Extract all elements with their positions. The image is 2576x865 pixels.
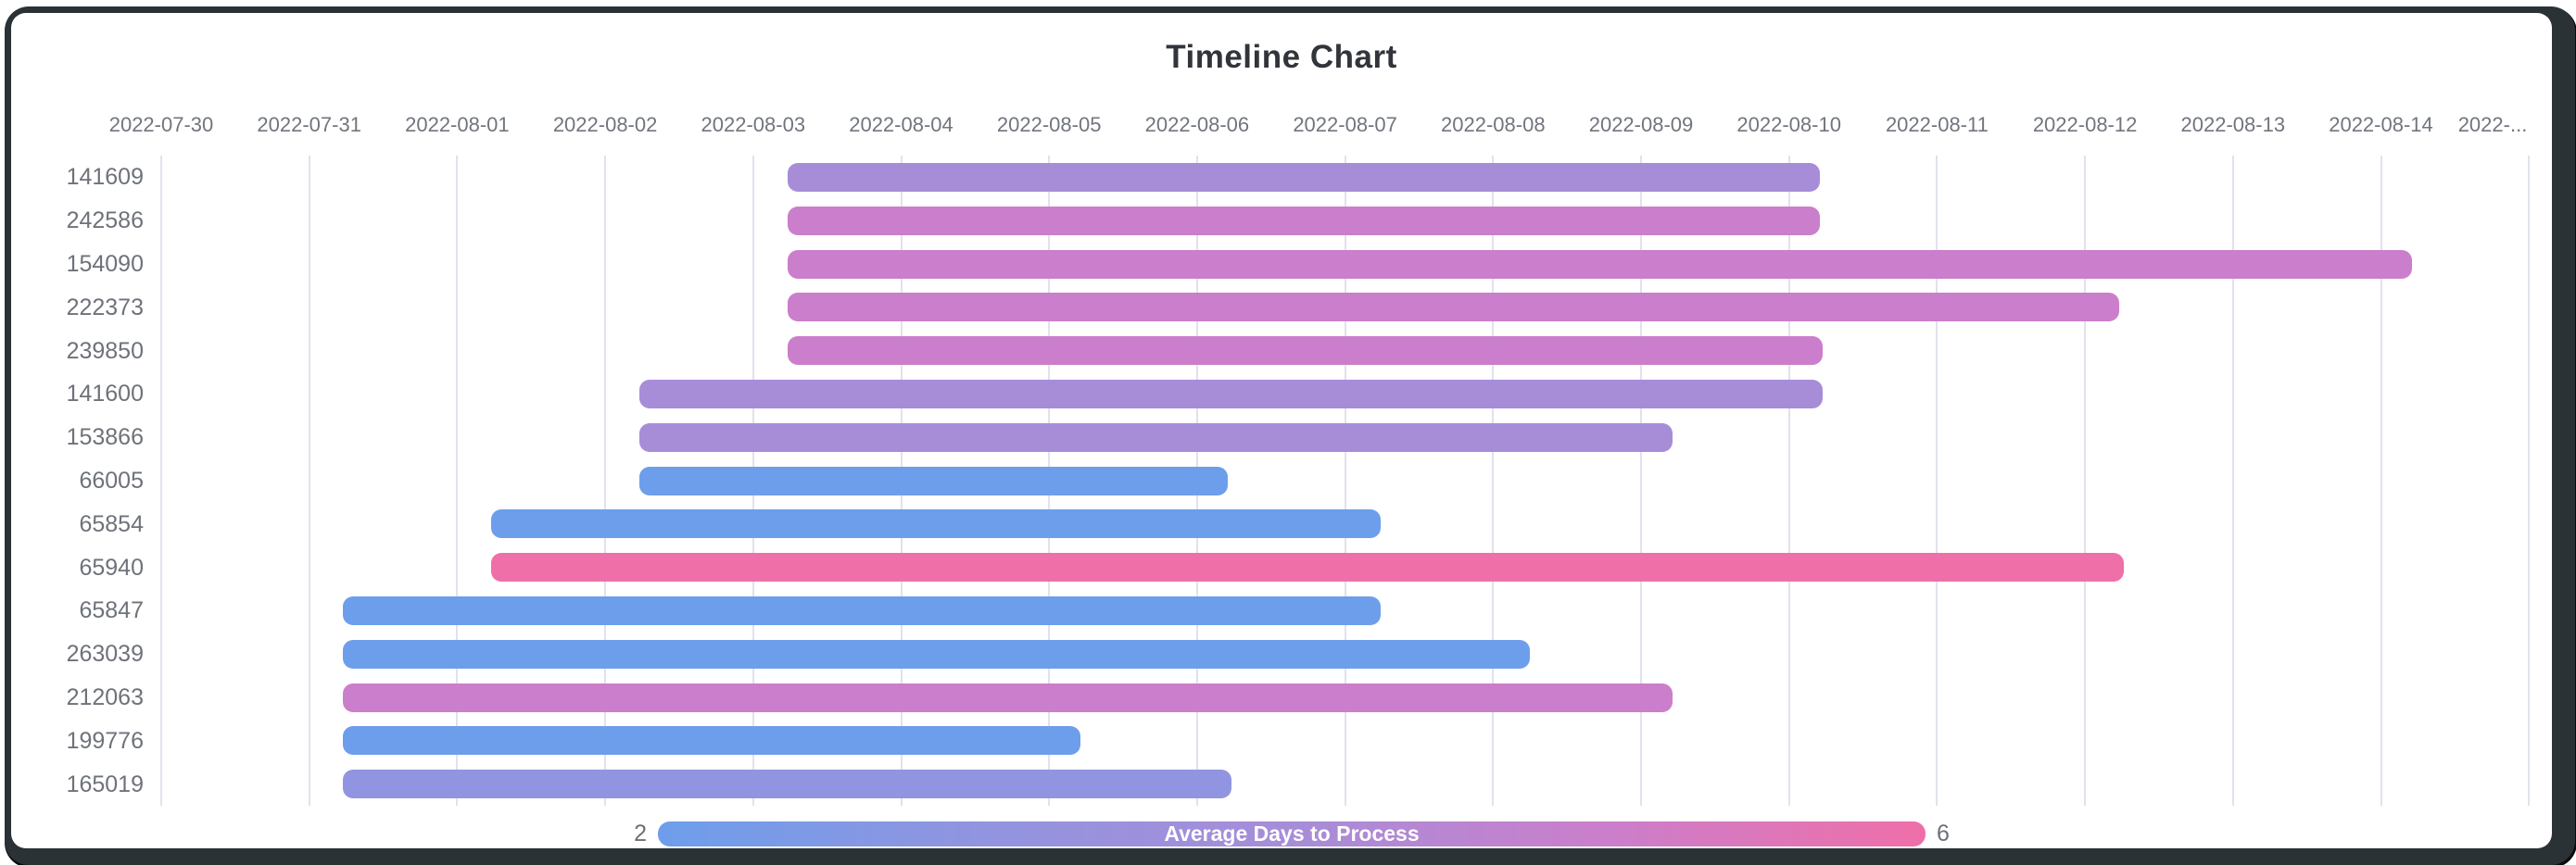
y-axis-label-165019: 165019	[66, 771, 144, 797]
x-axis-label: 2022-08-05	[996, 113, 1102, 136]
y-axis-label-239850: 239850	[66, 337, 144, 364]
timeline-bar-65940[interactable]	[491, 553, 2124, 583]
timeline-bar-239850[interactable]	[787, 336, 1824, 366]
timeline-bar-165019[interactable]	[343, 770, 1231, 799]
y-axis-label-242586: 242586	[66, 207, 144, 234]
legend-min-label: 2	[634, 821, 647, 846]
x-axis-label: 2022-08-12	[2032, 113, 2138, 136]
timeline-bar-66005[interactable]	[638, 466, 1229, 495]
gridline	[1787, 156, 1790, 806]
x-axis-label: 2022-08-04	[849, 113, 953, 136]
legend-gradient-bar[interactable]: Average Days to Process	[658, 821, 1926, 846]
timeline-bar-222373[interactable]	[787, 293, 2119, 322]
x-axis-label: 2022-08-11	[1885, 113, 1989, 136]
timeline-bar-212063[interactable]	[343, 683, 1673, 712]
gridline	[2380, 156, 2382, 806]
timeline-bar-153866[interactable]	[638, 422, 1673, 452]
gridline	[604, 156, 607, 806]
x-axis-label: 2022-08-10	[1736, 113, 1841, 136]
chart-title: Timeline Chart	[1166, 39, 1397, 75]
gridline	[2231, 156, 2234, 806]
legend-title: Average Days to Process	[1164, 821, 1420, 846]
y-axis-label-141609: 141609	[66, 164, 144, 191]
y-axis-label-153866: 153866	[66, 424, 144, 451]
x-axis-label: 2022-08-02	[552, 113, 658, 136]
timeline-bar-263039[interactable]	[343, 639, 1531, 669]
y-axis-label-199776: 199776	[66, 727, 144, 754]
y-axis-label-212063: 212063	[66, 684, 144, 710]
y-axis-label-263039: 263039	[66, 641, 144, 668]
gridline	[308, 156, 310, 806]
timeline-bar-65847[interactable]	[343, 595, 1381, 625]
y-axis-label-141600: 141600	[66, 381, 144, 407]
gridline	[1640, 156, 1642, 806]
gridline	[2084, 156, 2087, 806]
x-axis-label: 2022-08-03	[701, 113, 806, 136]
x-axis-label: 2022-07-31	[257, 113, 361, 136]
y-axis-label-65854: 65854	[79, 510, 144, 537]
legend-max-label: 6	[1937, 821, 1950, 846]
x-axis-label: 2022-08-09	[1588, 113, 1694, 136]
x-axis-label: 2022-...	[2457, 113, 2528, 136]
gridline	[160, 156, 162, 806]
timeline-bar-154090[interactable]	[787, 249, 2413, 279]
gridline	[1936, 156, 1938, 806]
y-axis-label-154090: 154090	[66, 251, 144, 277]
x-axis-label: 2022-08-06	[1144, 113, 1250, 136]
x-axis-label: 2022-08-08	[1441, 113, 1546, 136]
x-axis-label: 2022-08-01	[405, 113, 510, 136]
timeline-bar-141609[interactable]	[787, 162, 1821, 192]
x-axis-label: 2022-08-13	[2180, 113, 2286, 136]
gridline	[2528, 156, 2531, 806]
timeline-bar-199776[interactable]	[343, 726, 1080, 756]
y-axis-label-222373: 222373	[66, 294, 144, 320]
timeline-bar-141600[interactable]	[638, 379, 1824, 408]
gridline	[456, 156, 459, 806]
y-axis-label-65847: 65847	[79, 597, 144, 624]
timeline-bar-242586[interactable]	[787, 206, 1821, 235]
x-axis-label: 2022-08-14	[2329, 113, 2433, 136]
x-axis-label: 2022-07-30	[108, 113, 214, 136]
timeline-bar-65854[interactable]	[491, 509, 1381, 539]
gridline	[1344, 156, 1346, 806]
gridline	[1492, 156, 1495, 806]
x-axis-label: 2022-08-07	[1293, 113, 1397, 136]
y-axis-label-65940: 65940	[79, 554, 144, 581]
y-axis-label-66005: 66005	[79, 468, 144, 494]
